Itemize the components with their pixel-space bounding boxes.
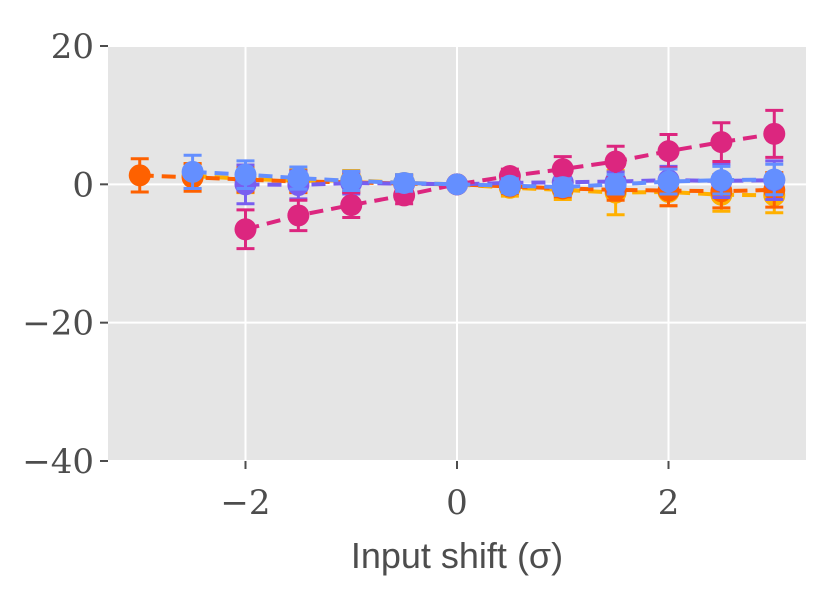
data-point <box>498 174 521 197</box>
data-point <box>340 169 363 192</box>
data-point <box>446 173 468 196</box>
data-point <box>604 150 627 173</box>
data-point <box>710 131 733 154</box>
data-point <box>710 169 733 192</box>
x-tick-label: 0 <box>446 483 468 523</box>
data-point <box>181 160 204 183</box>
data-point <box>763 122 786 145</box>
x-tick-label: −2 <box>220 483 270 523</box>
series-layer <box>128 108 786 251</box>
data-point <box>657 170 680 193</box>
data-point <box>604 173 627 196</box>
x-tick-label: 2 <box>658 483 680 523</box>
y-tick-label: 20 <box>51 27 94 67</box>
data-point <box>287 167 310 190</box>
x-axis-label: Input shift (σ) <box>351 535 563 576</box>
data-point <box>287 204 310 227</box>
series-5 <box>181 153 786 199</box>
y-tick-label: −20 <box>22 304 94 344</box>
y-tick-label: −40 <box>22 442 94 482</box>
data-point <box>763 168 786 191</box>
data-point <box>551 176 574 199</box>
data-point <box>340 194 363 217</box>
data-point <box>234 218 257 241</box>
y-tick-label: 0 <box>72 165 94 205</box>
data-point <box>551 158 574 181</box>
data-point <box>657 140 680 163</box>
data-point <box>234 163 257 186</box>
data-point <box>128 164 151 187</box>
data-point <box>393 171 416 194</box>
